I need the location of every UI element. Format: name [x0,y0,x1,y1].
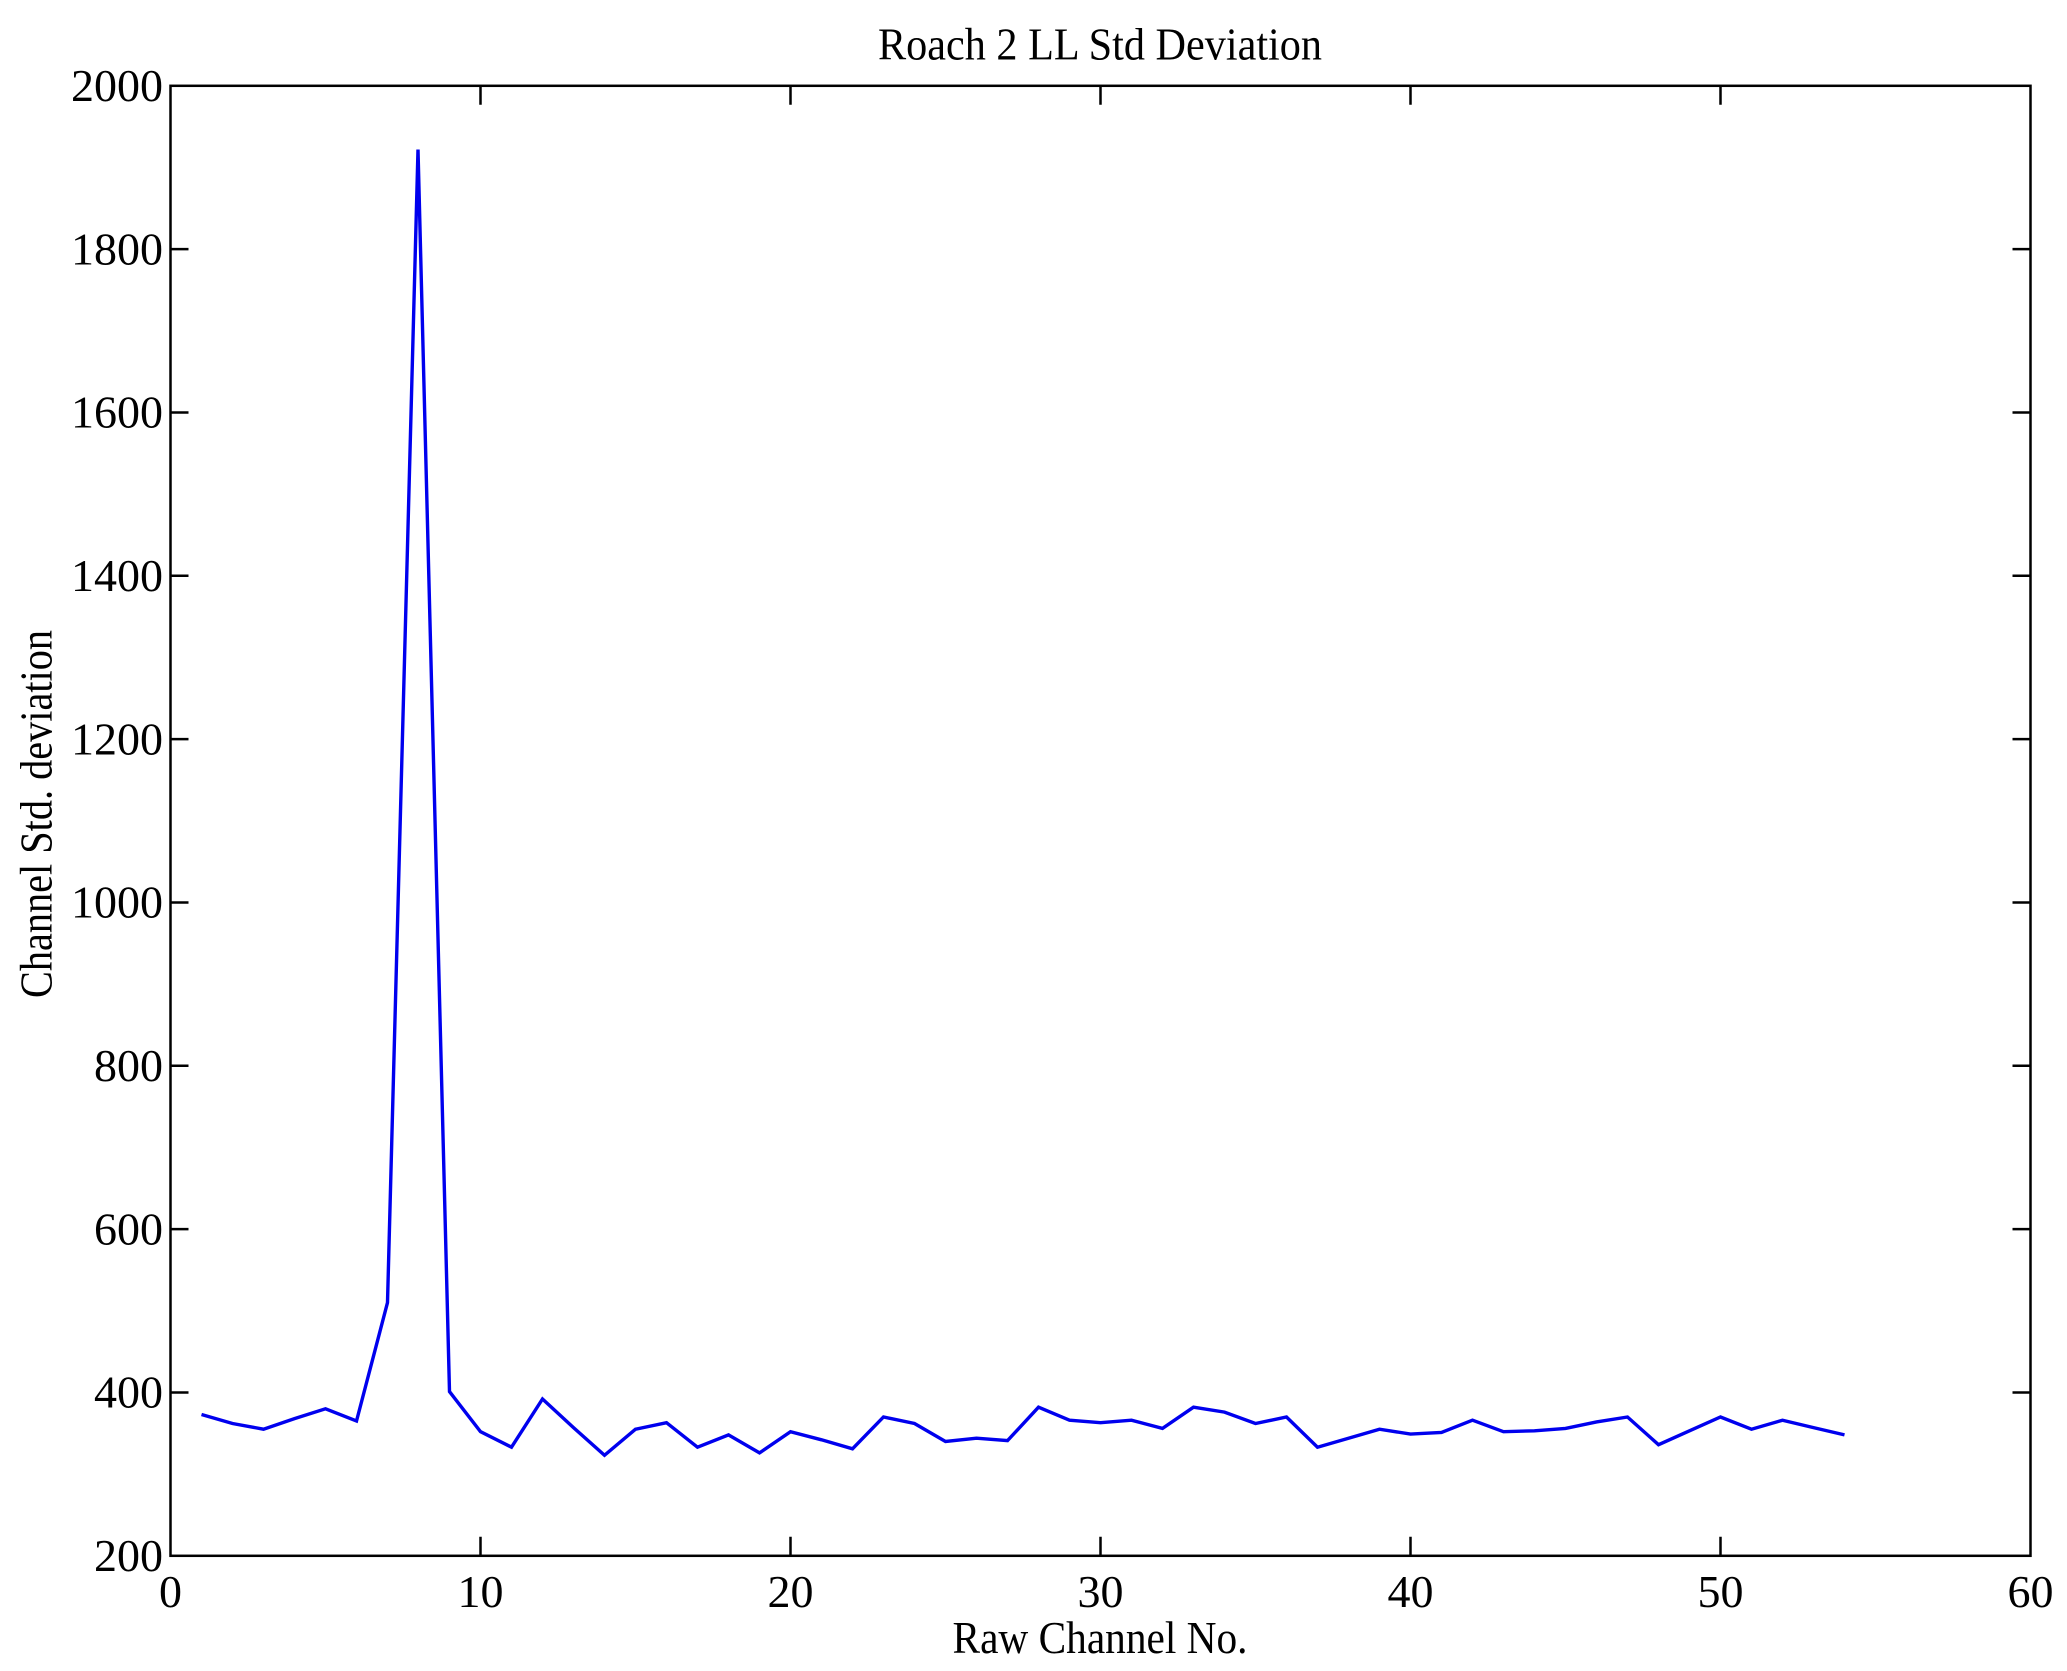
svg-text:2000: 2000 [71,60,163,111]
svg-text:200: 200 [94,1530,163,1581]
svg-text:Channel Std. deviation: Channel Std. deviation [11,630,62,998]
svg-text:60: 60 [2008,1566,2054,1617]
svg-text:50: 50 [1698,1566,1744,1617]
svg-text:Raw Channel No.: Raw Channel No. [953,1612,1248,1663]
svg-text:10: 10 [458,1566,504,1617]
svg-text:30: 30 [1078,1566,1124,1617]
svg-text:1200: 1200 [71,713,163,764]
svg-text:600: 600 [94,1203,163,1254]
svg-text:800: 800 [94,1040,163,1091]
svg-text:20: 20 [768,1566,814,1617]
svg-text:1800: 1800 [71,223,163,274]
svg-text:1400: 1400 [71,550,163,601]
svg-text:1600: 1600 [71,387,163,438]
svg-text:Roach 2 LL Std Deviation: Roach 2 LL Std Deviation [878,19,1322,70]
svg-text:1000: 1000 [71,877,163,928]
svg-text:0: 0 [159,1566,182,1617]
svg-text:40: 40 [1388,1566,1434,1617]
svg-text:400: 400 [94,1367,163,1418]
